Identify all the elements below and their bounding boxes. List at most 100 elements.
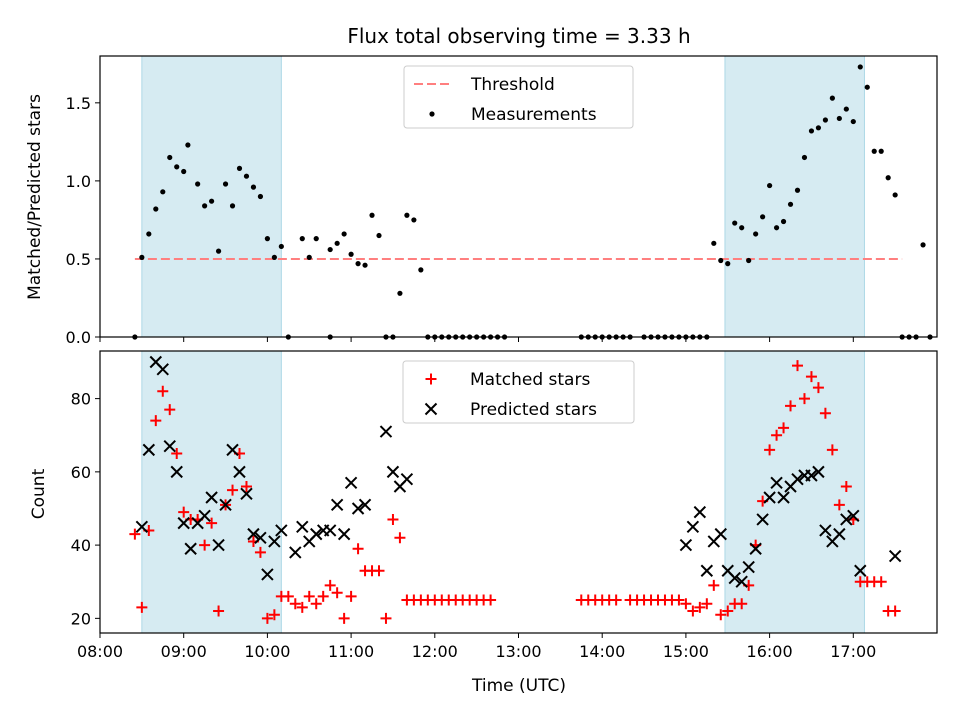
predicted-star-point bbox=[386, 465, 400, 479]
predicted-star-point bbox=[819, 524, 832, 537]
matched-star-point bbox=[680, 598, 692, 610]
matched-star-point bbox=[764, 444, 776, 456]
measurement-point bbox=[780, 218, 787, 225]
predicted-star-point bbox=[323, 524, 337, 537]
predicted-star-point bbox=[163, 440, 176, 453]
y-tick-label: 0.5 bbox=[66, 250, 91, 269]
predicted-star-point bbox=[763, 491, 776, 504]
measurement-point bbox=[369, 212, 375, 218]
matched-star-point bbox=[303, 590, 315, 602]
matched-star-point bbox=[129, 528, 141, 540]
measurement-point bbox=[334, 240, 340, 246]
matched-star-point bbox=[150, 415, 162, 427]
chart-title: Flux total observing time = 3.33 h bbox=[347, 24, 690, 48]
matched-star-point bbox=[240, 481, 252, 493]
measurement-point bbox=[355, 261, 361, 267]
measurement-point bbox=[404, 212, 410, 218]
measurement-point bbox=[857, 64, 863, 70]
predicted-star-point bbox=[170, 465, 183, 479]
measurement-point bbox=[787, 201, 794, 207]
predicted-star-point bbox=[247, 527, 260, 541]
x-axis-label: Time (UTC) bbox=[471, 676, 566, 696]
y-tick-label: 60 bbox=[71, 463, 91, 482]
matched-star-point bbox=[345, 590, 357, 602]
predicted-star-point bbox=[233, 465, 246, 479]
matched-star-point bbox=[833, 499, 845, 511]
measurement-point bbox=[718, 257, 724, 264]
predicted-star-point bbox=[337, 527, 351, 541]
matched-star-point bbox=[805, 371, 817, 383]
measurement-point bbox=[306, 254, 312, 260]
measurement-point bbox=[313, 236, 319, 242]
measurement-point bbox=[278, 243, 284, 250]
x-tick-label: 08:00 bbox=[77, 642, 123, 661]
measurement-point bbox=[327, 246, 333, 253]
bottom-y-axis-label: Count bbox=[29, 468, 49, 519]
predicted-star-point bbox=[184, 542, 197, 555]
predicted-star-point bbox=[679, 538, 693, 552]
predicted-star-point bbox=[205, 491, 218, 504]
predicted-star-point bbox=[358, 498, 372, 512]
matched-star-point bbox=[199, 539, 211, 551]
measurement-point bbox=[418, 267, 424, 273]
matched-star-point bbox=[771, 429, 783, 441]
matched-star-point bbox=[687, 605, 699, 617]
matched-star-point bbox=[268, 609, 280, 621]
measurement-point bbox=[760, 214, 766, 220]
predicted-star-point bbox=[254, 531, 267, 544]
matched-star-point bbox=[875, 576, 887, 588]
matched-star-point bbox=[792, 360, 803, 372]
predicted-star-point bbox=[351, 502, 365, 515]
predicted-star-point bbox=[854, 564, 867, 577]
legend-label: Matched stars bbox=[470, 370, 590, 390]
measurement-point bbox=[236, 165, 243, 171]
x-tick-label: 15:00 bbox=[663, 642, 709, 661]
predicted-star-point bbox=[261, 568, 274, 581]
predicted-star-point bbox=[714, 527, 727, 541]
predicted-star-point bbox=[693, 505, 707, 519]
legend-label: Predicted stars bbox=[470, 400, 597, 420]
measurement-point bbox=[822, 117, 829, 123]
predicted-star-point bbox=[840, 513, 853, 526]
measurement-point bbox=[299, 236, 305, 242]
measurement-point bbox=[836, 115, 842, 122]
measurement-point bbox=[850, 118, 856, 125]
measurement-point bbox=[174, 164, 180, 170]
measurement-point bbox=[920, 242, 926, 248]
predicted-star-point bbox=[847, 509, 860, 523]
matched-star-point bbox=[778, 422, 790, 434]
matched-star-point bbox=[785, 400, 797, 412]
measurement-point bbox=[746, 257, 752, 264]
measurement-point bbox=[153, 206, 159, 212]
matched-star-point bbox=[715, 609, 727, 621]
measurement-point bbox=[181, 168, 187, 175]
measurement-point bbox=[195, 181, 201, 187]
measurement-point bbox=[843, 106, 849, 112]
matched-star-point bbox=[331, 587, 343, 599]
predicted-star-point bbox=[330, 498, 344, 512]
legend-label: Threshold bbox=[470, 75, 555, 95]
predicted-star-point bbox=[400, 472, 414, 486]
legend-box bbox=[403, 65, 634, 129]
x-tick-label: 17:00 bbox=[830, 642, 876, 661]
measurement-point bbox=[871, 148, 877, 154]
x-tick-label: 16:00 bbox=[747, 642, 793, 661]
measurement-point bbox=[264, 236, 270, 242]
matched-star-point bbox=[812, 382, 824, 394]
legend-measurement-swatch bbox=[429, 111, 435, 117]
measurement-point bbox=[362, 262, 368, 268]
top-panel: 0.0 0.5 1.0 1.5 Threshold Measurements bbox=[66, 55, 938, 347]
predicted-star-point bbox=[728, 571, 741, 585]
matched-star-point bbox=[136, 601, 148, 613]
measurement-point bbox=[808, 128, 815, 134]
matched-star-point bbox=[261, 612, 273, 624]
x-tick-label: 14:00 bbox=[579, 642, 625, 661]
measurement-point bbox=[146, 231, 152, 237]
matched-star-point bbox=[206, 517, 218, 529]
measurement-point bbox=[878, 148, 884, 154]
matched-star-point bbox=[227, 484, 239, 496]
matched-star-point bbox=[373, 565, 385, 577]
matched-star-point bbox=[289, 598, 301, 610]
measurement-point bbox=[411, 217, 417, 223]
predicted-star-point bbox=[344, 476, 358, 490]
